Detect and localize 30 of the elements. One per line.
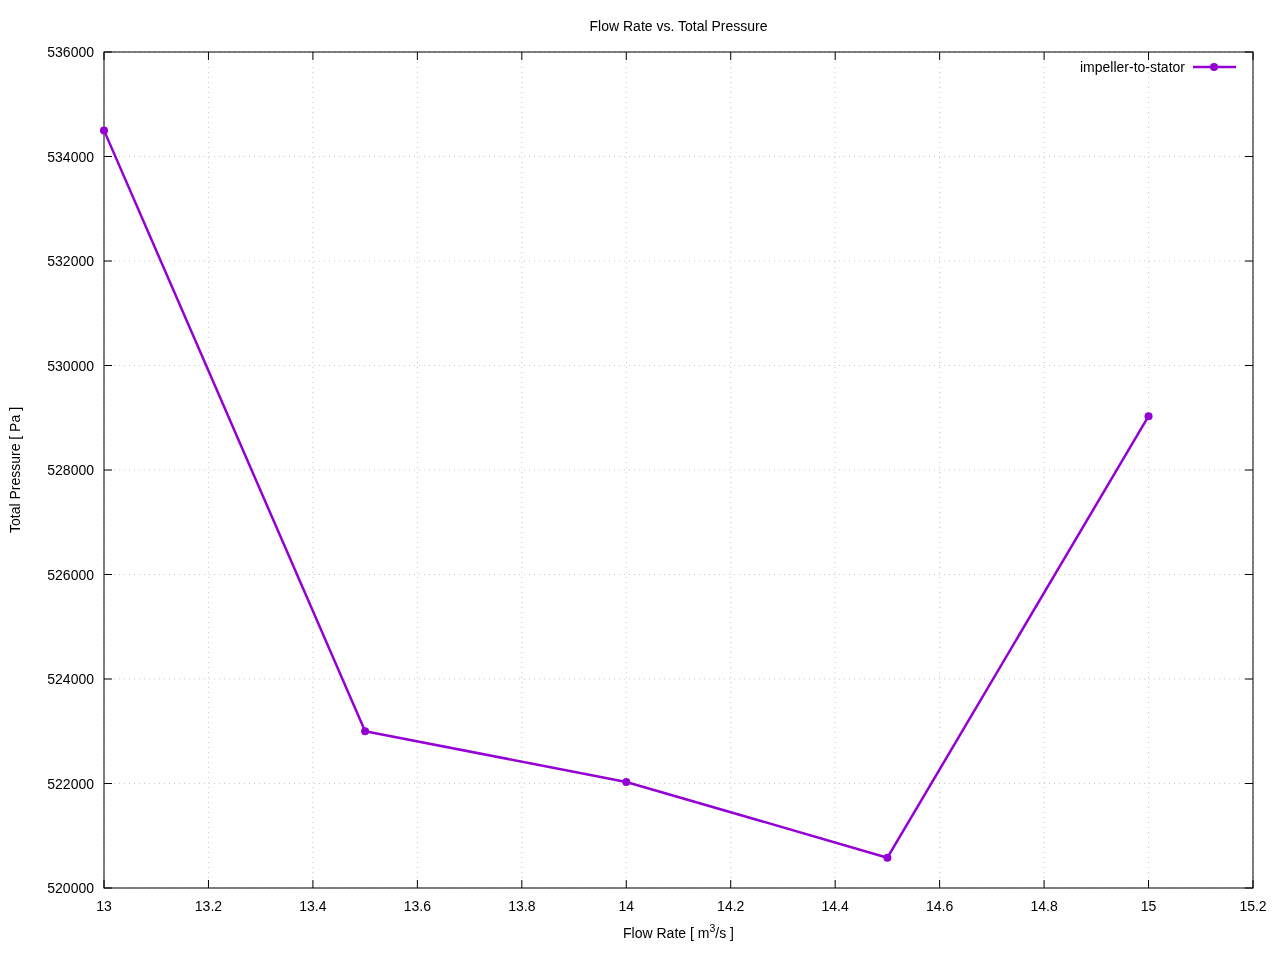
y-tick-label: 528000: [47, 462, 95, 478]
y-tick-label: 524000: [47, 671, 95, 687]
x-tick-label: 14: [618, 898, 635, 914]
x-tick-label: 14.6: [926, 898, 954, 914]
x-tick-label: 13.4: [299, 898, 327, 914]
x-tick-label: 15.2: [1239, 898, 1267, 914]
y-axis-title: Total Pressure [ Pa ]: [7, 406, 23, 534]
x-tick-label: 14.2: [717, 898, 745, 914]
point: [1144, 412, 1153, 421]
point: [361, 727, 370, 736]
x-tick-label: 13.6: [403, 898, 432, 914]
y-tick-label: 534000: [47, 148, 95, 165]
x-tick-label: 15: [1140, 898, 1157, 914]
x-axis-title: Flow Rate [ m$^{3}$/s ]: [623, 922, 734, 941]
point: [100, 126, 108, 135]
point: [622, 777, 631, 786]
y-tick-label: 530000: [47, 357, 95, 374]
x-tick-label: 13: [96, 898, 112, 914]
legend-label: impeller-to-stator: [1079, 59, 1186, 75]
x-tick-label: 13.2: [194, 898, 223, 914]
y-tick-label: 520000: [47, 880, 95, 896]
y-tick-label: 526000: [47, 566, 95, 583]
x-tick-label: 14.8: [1030, 898, 1058, 914]
x-tick-label: 14.4: [821, 898, 850, 914]
y-tick-label: 522000: [47, 775, 95, 792]
x-tick-label: 13.8: [508, 898, 536, 914]
chart-title: Flow Rate vs. Total Pressure: [589, 18, 768, 34]
y-tick-label: 536000: [47, 44, 95, 60]
y-tick-label: 532000: [47, 253, 95, 269]
point: [883, 853, 892, 862]
